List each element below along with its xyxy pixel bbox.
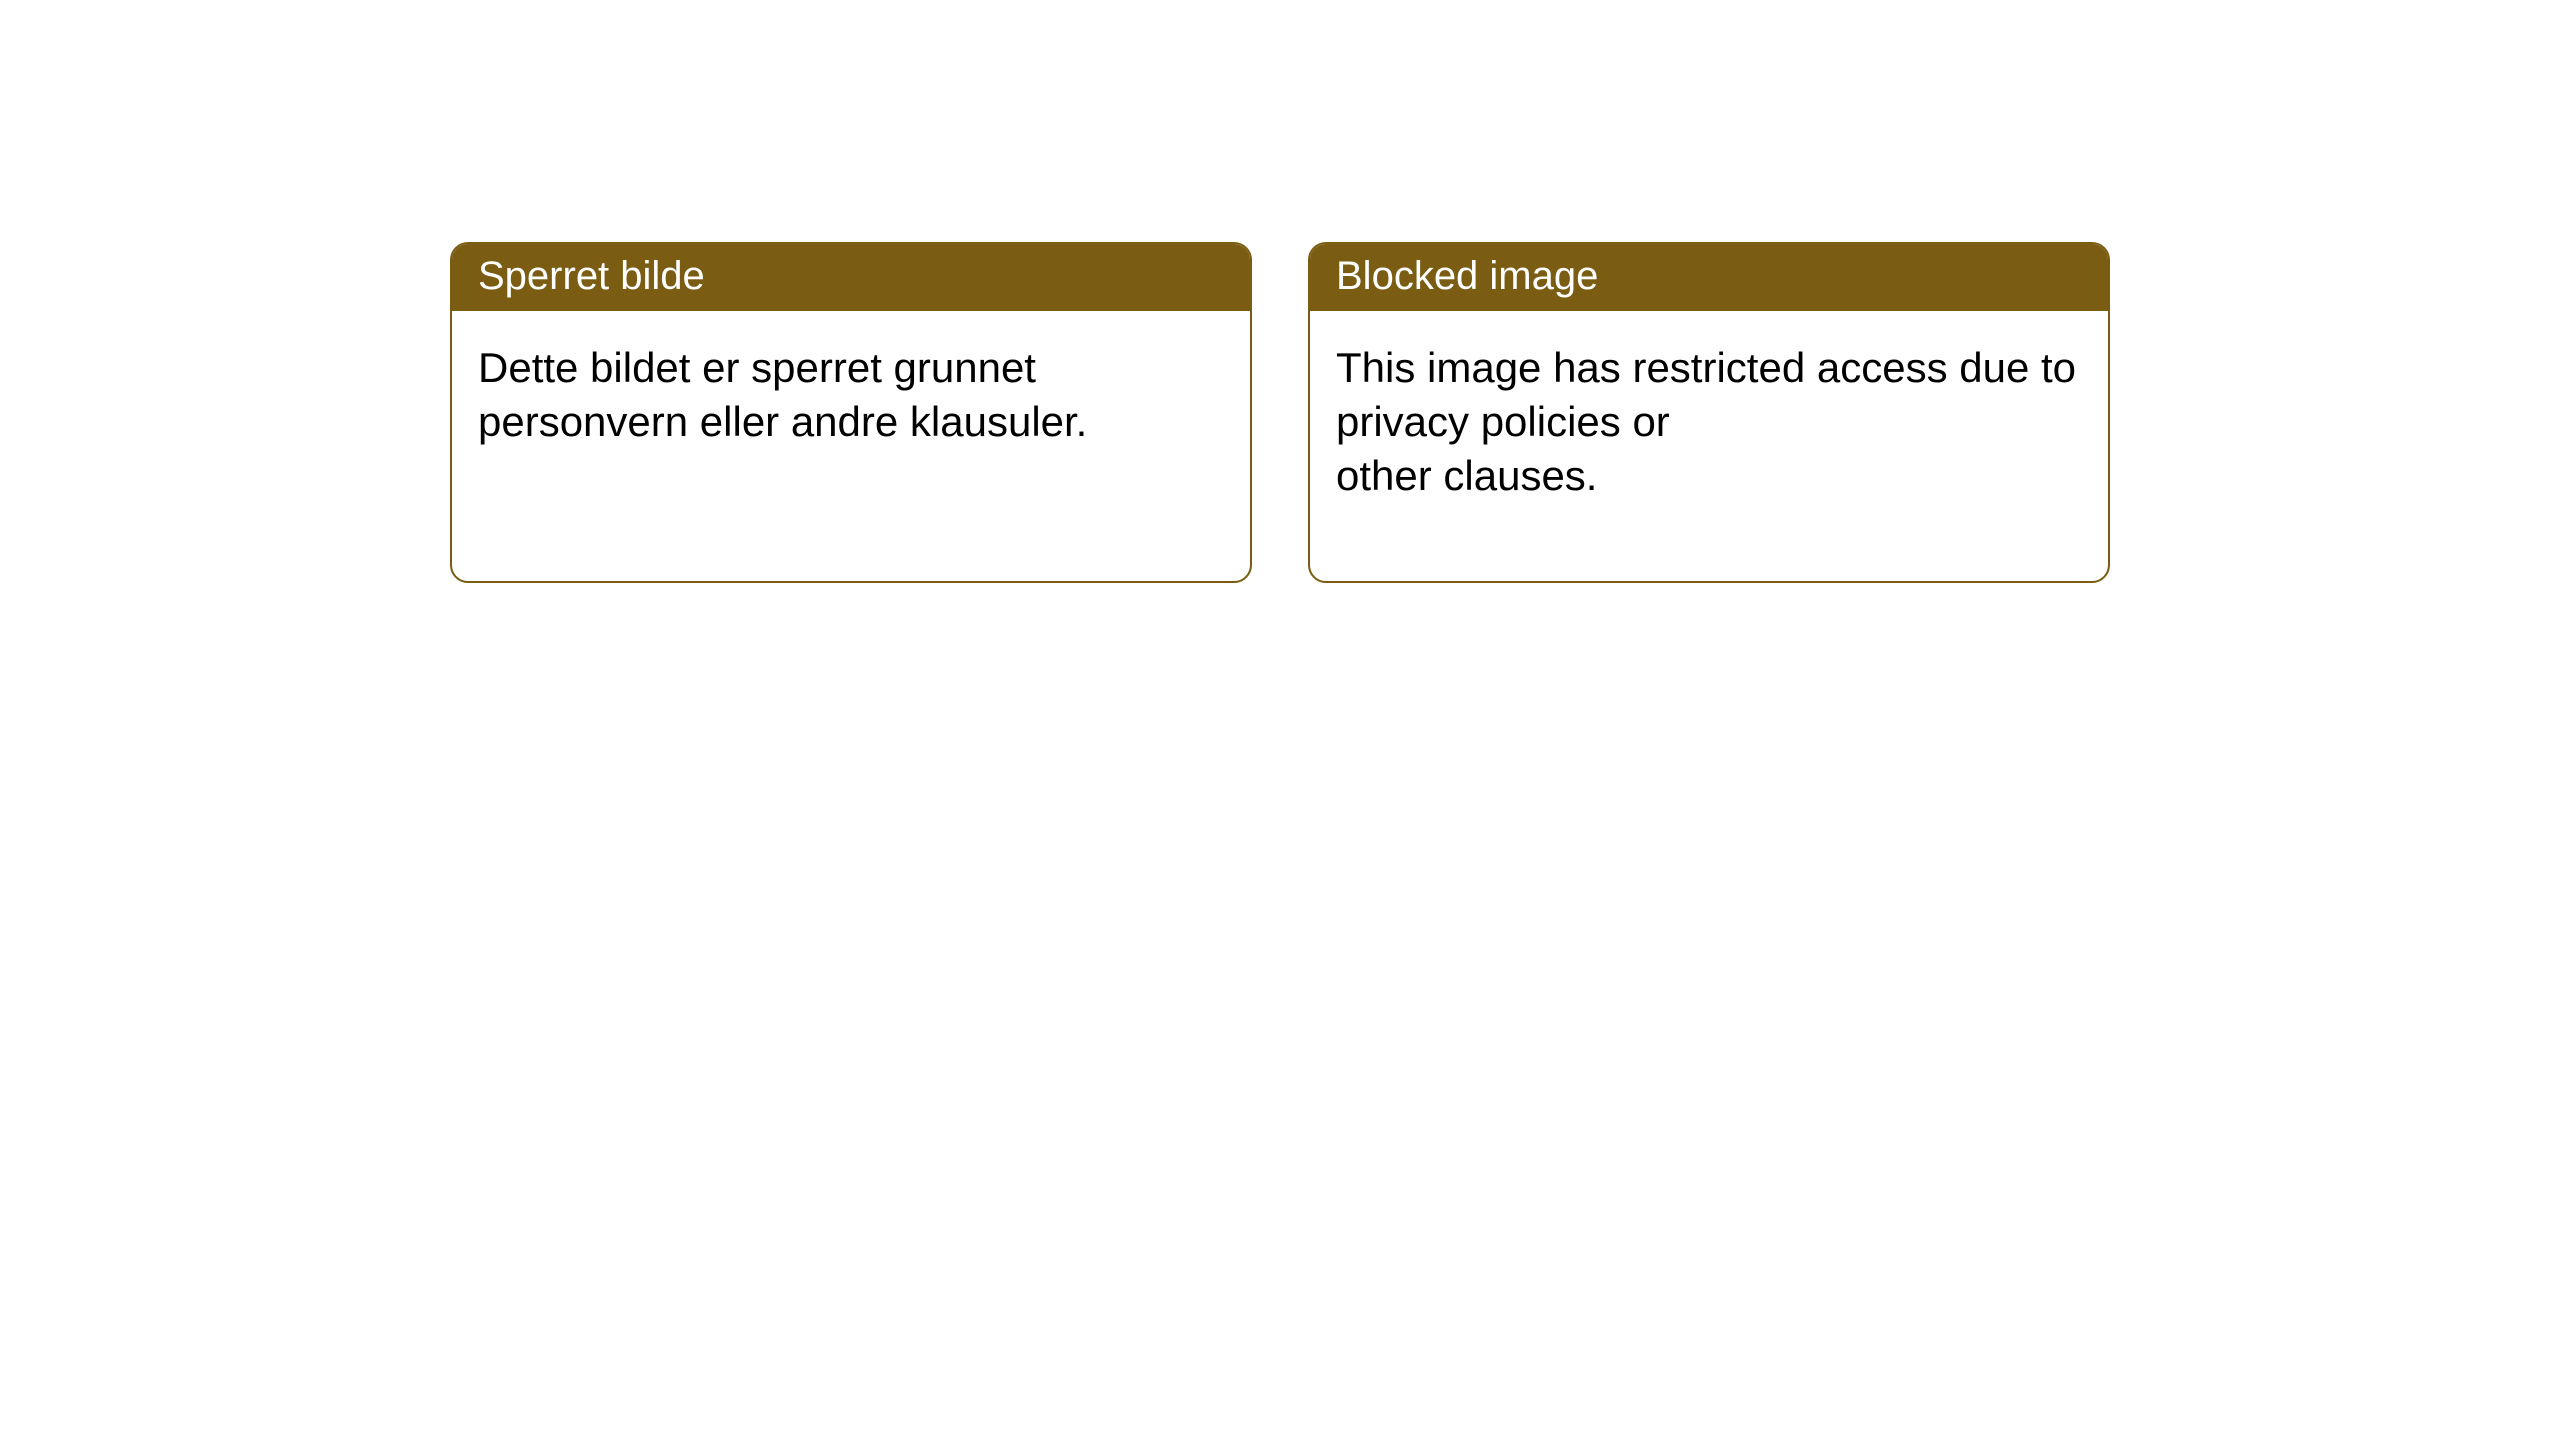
notice-body: This image has restricted access due to … <box>1310 311 2108 581</box>
notice-card-norwegian: Sperret bilde Dette bildet er sperret gr… <box>450 242 1252 583</box>
notice-body: Dette bildet er sperret grunnet personve… <box>452 311 1250 581</box>
notice-header: Sperret bilde <box>452 244 1250 311</box>
notice-header: Blocked image <box>1310 244 2108 311</box>
notice-container: Sperret bilde Dette bildet er sperret gr… <box>450 242 2110 583</box>
notice-card-english: Blocked image This image has restricted … <box>1308 242 2110 583</box>
